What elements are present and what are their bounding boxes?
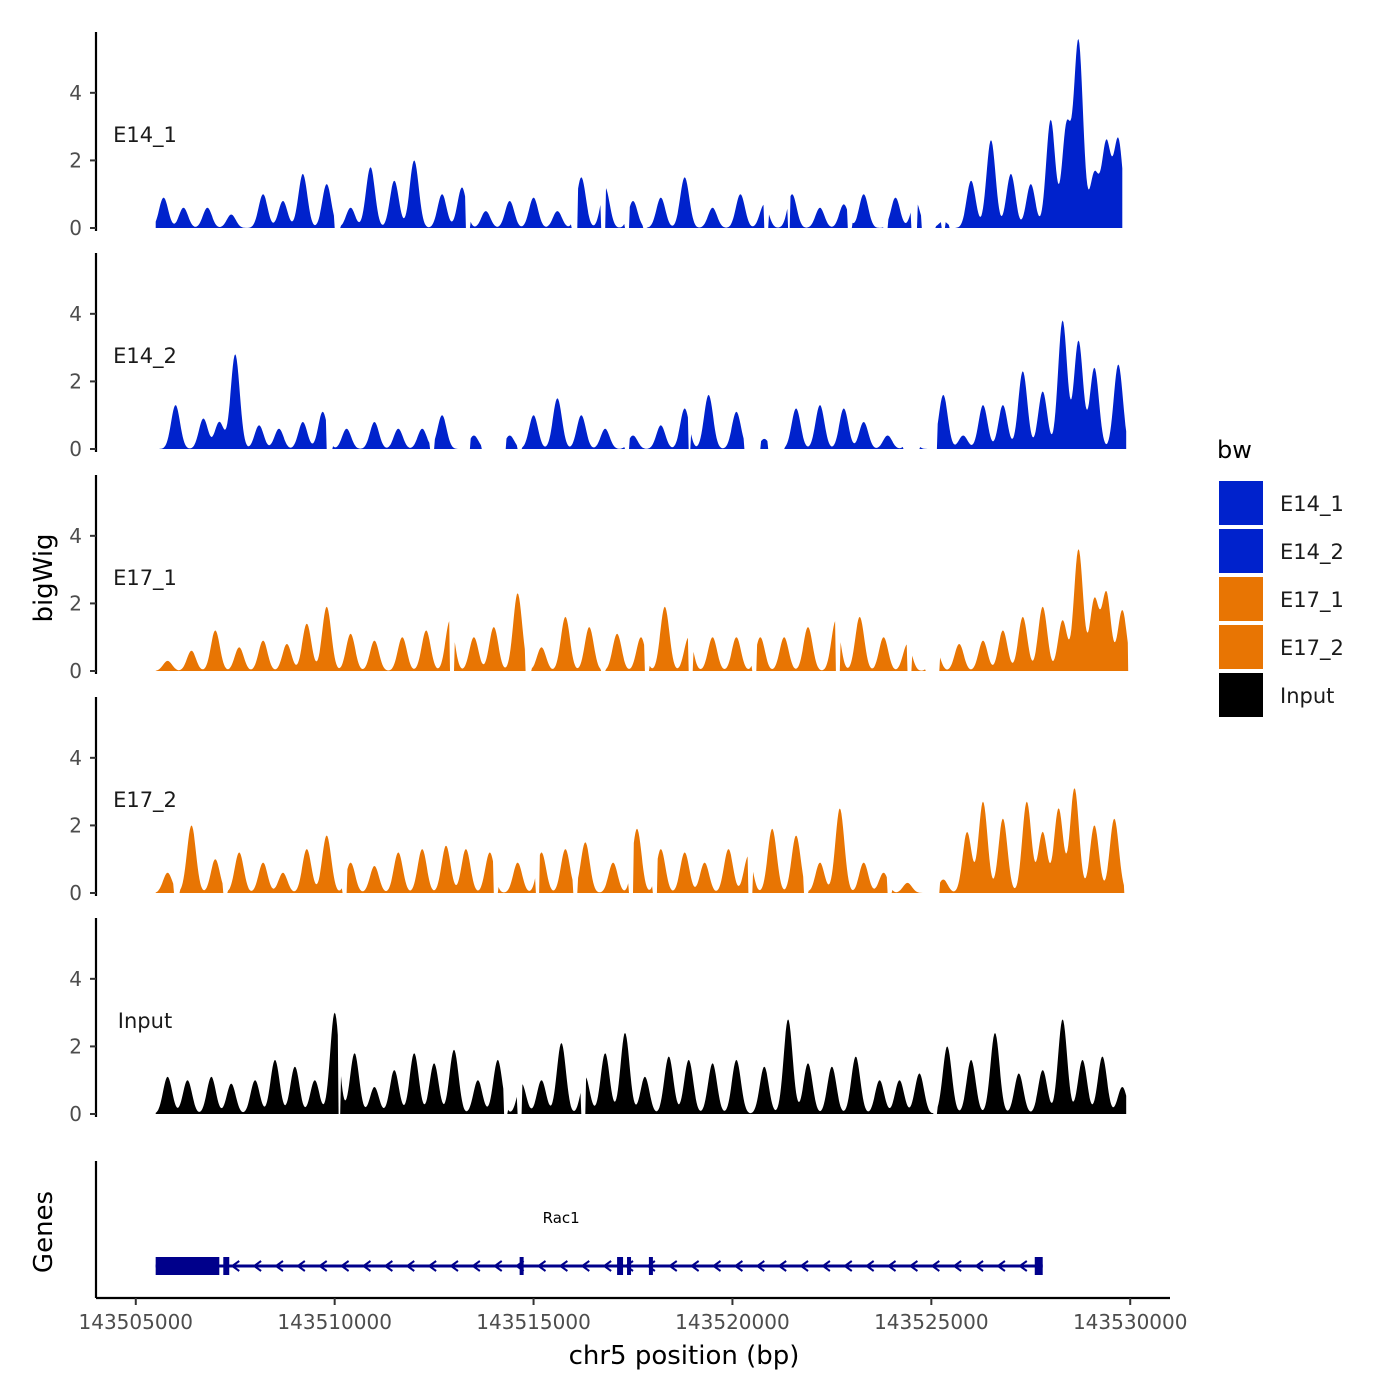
- gene-exon-thick: [155, 1257, 220, 1275]
- legend-label-e14-2: E14_2: [1280, 540, 1344, 565]
- coverage-area-e17-1: [155, 549, 1129, 671]
- x-tick-label: 143505000: [79, 1310, 194, 1334]
- legend-label-input: Input: [1280, 684, 1334, 708]
- strand-arrow: [274, 1260, 284, 1272]
- gene-exon: [519, 1257, 524, 1275]
- y-tick-label: 2: [69, 1034, 82, 1058]
- track-e17-2: 0 2 4 E17_2: [69, 697, 1125, 905]
- track-label-e14-2: E14_2: [113, 344, 177, 369]
- y-tick-label: 2: [69, 369, 82, 393]
- strand-arrow: [689, 1260, 700, 1272]
- track-label-input: Input: [118, 1009, 172, 1033]
- legend-label-e17-2: E17_2: [1280, 636, 1344, 661]
- y-tick-label: 2: [69, 591, 82, 615]
- legend-swatch-e14-1: [1219, 481, 1263, 525]
- y-tick-label: 0: [69, 1102, 82, 1126]
- strand-arrow: [339, 1260, 350, 1272]
- x-tick-label: 143515000: [476, 1310, 591, 1334]
- y-tick-label: 0: [69, 437, 82, 461]
- y-tick-label: 4: [69, 524, 82, 548]
- track-input: 0 2 4 Input: [69, 918, 1127, 1126]
- gene-exon: [617, 1257, 624, 1275]
- strand-arrow: [383, 1260, 393, 1272]
- tracks: 0 2 4 E14_1 0 2 4 E14_2 0 2 4 E17_1 0 2 4 E17_2 0 2 4 Input: [69, 32, 1129, 1126]
- strand-arrow: [952, 1260, 962, 1272]
- y-tick-label: 0: [69, 216, 82, 240]
- x-tick-label: 143510000: [277, 1310, 392, 1334]
- coverage-area-e14-2: [155, 320, 1127, 449]
- legend-swatch-e14-2: [1219, 529, 1263, 573]
- strand-arrow: [427, 1260, 437, 1272]
- strand-arrow: [777, 1260, 787, 1272]
- x-axis-title: chr5 position (bp): [569, 1341, 800, 1371]
- y-tick-label: 4: [69, 81, 82, 105]
- strand-arrow: [602, 1260, 612, 1272]
- strand-arrow: [668, 1260, 678, 1272]
- x-tick-label: 143530000: [1073, 1310, 1188, 1334]
- strand-arrow: [318, 1260, 328, 1272]
- y-tick-label: 2: [69, 148, 82, 172]
- strand-arrow: [471, 1260, 481, 1272]
- strand-arrow: [843, 1260, 853, 1272]
- y-tick-label: 4: [69, 967, 82, 991]
- strand-arrow: [536, 1260, 547, 1272]
- strand-arrow: [821, 1260, 831, 1272]
- legend: bw E14_1 E14_2 E17_1 E17_2 Input: [1217, 436, 1344, 717]
- track-e14-1: 0 2 4 E14_1: [69, 32, 1123, 240]
- track-label-e17-2: E17_2: [113, 788, 177, 813]
- gene-exon: [627, 1257, 632, 1275]
- gene-panel: Genes Rac1: [29, 1161, 1043, 1298]
- strand-arrow: [558, 1260, 568, 1272]
- x-axis: chr5 position (bp) 143505000 143510000 143…: [79, 1296, 1188, 1371]
- strand-arrow: [711, 1260, 722, 1272]
- y-tick-label: 0: [69, 659, 82, 683]
- y-tick-label: 4: [69, 746, 82, 770]
- gene-label-rac1: Rac1: [543, 1209, 580, 1227]
- strand-arrow: [733, 1260, 743, 1272]
- legend-swatch-input: [1219, 673, 1263, 717]
- gene-exon: [648, 1257, 653, 1275]
- y-tick-label: 4: [69, 302, 82, 326]
- legend-swatch-e17-2: [1219, 625, 1263, 669]
- strand-arrow: [996, 1260, 1006, 1272]
- strand-arrow: [755, 1260, 765, 1272]
- coverage-area-e17-2: [155, 788, 1125, 893]
- y-axis-title: bigWig: [29, 533, 59, 622]
- track-label-e14-1: E14_1: [113, 123, 177, 148]
- x-tick-label: 143525000: [874, 1310, 989, 1334]
- legend-swatch-e17-1: [1219, 577, 1263, 621]
- strand-arrow: [252, 1260, 262, 1272]
- track-label-e17-1: E17_1: [113, 566, 177, 591]
- x-tick-label: 143520000: [675, 1310, 790, 1334]
- strand-arrow: [405, 1260, 415, 1272]
- coverage-area-e14-1: [155, 39, 1123, 228]
- y-tick-label: 2: [69, 813, 82, 837]
- strand-arrow: [493, 1260, 503, 1272]
- strand-arrow: [449, 1260, 459, 1272]
- strand-arrow: [930, 1260, 940, 1272]
- strand-arrow: [230, 1260, 240, 1272]
- strand-arrow: [361, 1260, 372, 1272]
- legend-label-e17-1: E17_1: [1280, 588, 1344, 613]
- track-e14-2: 0 2 4 E14_2: [69, 253, 1127, 461]
- strand-arrow: [799, 1260, 809, 1272]
- strand-arrow: [296, 1260, 306, 1272]
- gene-exon: [1034, 1257, 1043, 1275]
- strand-arrow: [864, 1260, 875, 1272]
- genes-axis-title: Genes: [29, 1191, 59, 1273]
- strand-arrow: [974, 1260, 984, 1272]
- strand-arrow: [886, 1260, 897, 1272]
- strand-arrow: [580, 1260, 590, 1272]
- y-tick-label: 0: [69, 881, 82, 905]
- legend-label-e14-1: E14_1: [1280, 492, 1344, 517]
- gene-exon: [223, 1257, 230, 1275]
- strand-arrow: [1018, 1260, 1028, 1272]
- track-e17-1: 0 2 4 E17_1: [69, 475, 1129, 683]
- strand-arrow: [908, 1260, 919, 1272]
- coverage-area-input: [155, 1012, 1127, 1114]
- legend-title: bw: [1217, 436, 1252, 464]
